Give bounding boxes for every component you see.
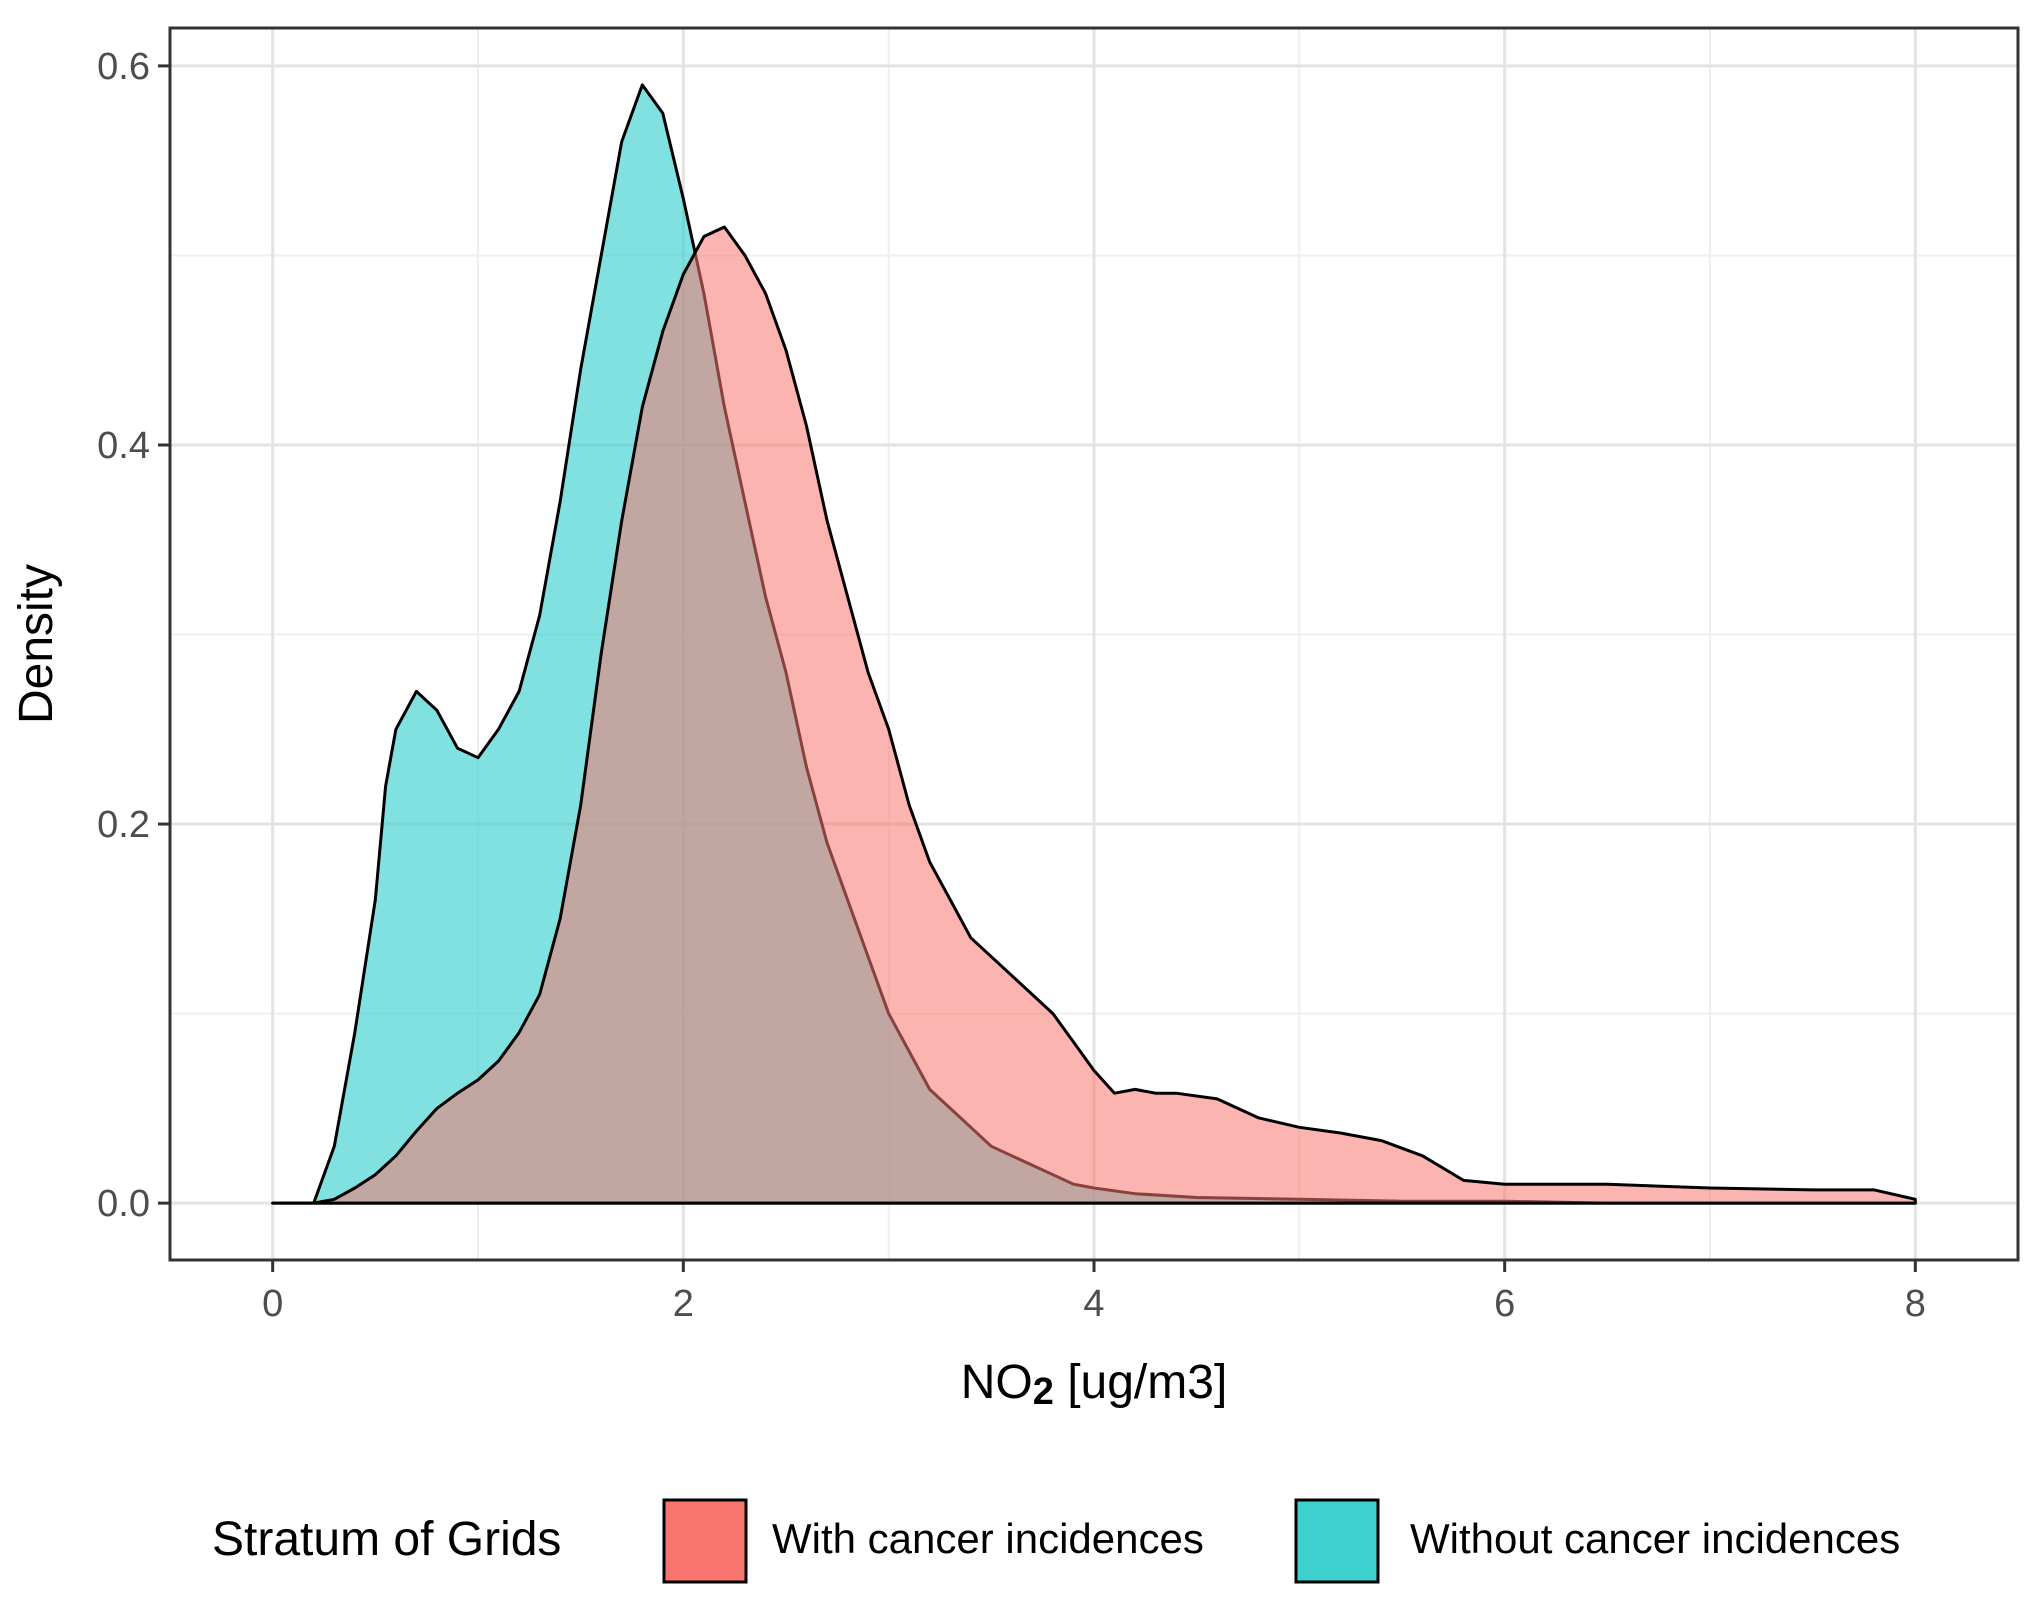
x-axis-title-main: NO bbox=[961, 1356, 1033, 1409]
legend: Stratum of Grids With cancer incidences … bbox=[212, 1498, 1900, 1584]
legend-label-without-cancer: Without cancer incidences bbox=[1410, 1515, 1900, 1562]
legend-key-without-cancer bbox=[1294, 1498, 1380, 1584]
x-axis-title: NO2 [ug/m3] bbox=[961, 1356, 1228, 1413]
x-tick-label: 8 bbox=[1905, 1283, 1926, 1325]
density-area-with-cancer-incidences bbox=[271, 225, 1917, 1205]
x-axis-title-subscript: 2 bbox=[1033, 1371, 1054, 1413]
legend-key-with-cancer bbox=[662, 1498, 748, 1584]
legend-title: Stratum of Grids bbox=[212, 1513, 561, 1566]
density-areas bbox=[271, 83, 1917, 1205]
legend-label-with-cancer: With cancer incidences bbox=[772, 1515, 1204, 1562]
y-tick-label: 0.6 bbox=[97, 46, 150, 88]
x-tick-label: 2 bbox=[673, 1283, 694, 1325]
y-tick-label: 0.0 bbox=[97, 1183, 150, 1225]
y-tick-label: 0.4 bbox=[97, 425, 150, 467]
x-tick-label: 0 bbox=[262, 1283, 283, 1325]
axis-ticks: 0 2 4 6 8 0.0 0.2 0.4 0.6 bbox=[97, 46, 1926, 1325]
y-tick-label: 0.2 bbox=[97, 804, 150, 846]
y-axis-title: Density bbox=[10, 564, 63, 724]
x-tick-label: 6 bbox=[1494, 1283, 1515, 1325]
x-axis-title-units: [ug/m3] bbox=[1054, 1356, 1227, 1409]
x-tick-label: 4 bbox=[1083, 1283, 1104, 1325]
